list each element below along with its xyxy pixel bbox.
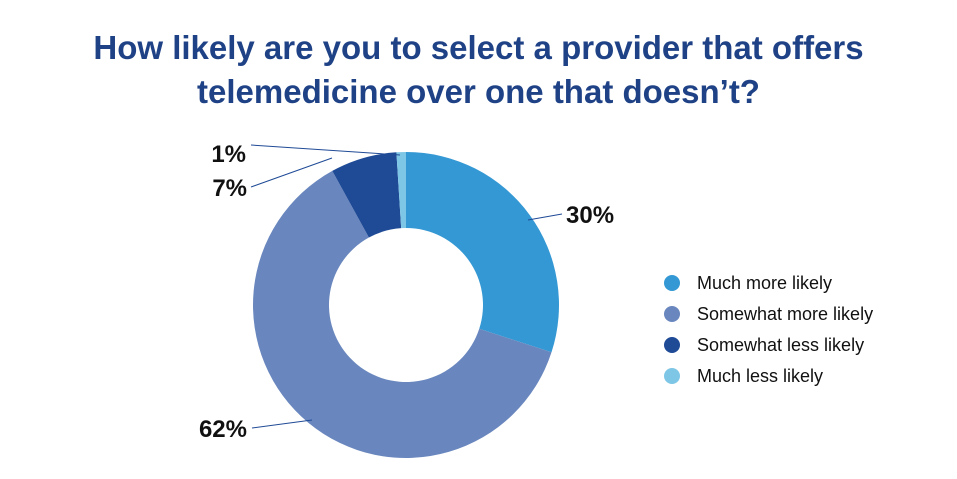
chart-title: How likely are you to select a provider … (0, 26, 957, 114)
title-line-1: How likely are you to select a provider … (93, 29, 864, 66)
leader-line (250, 157, 333, 188)
data-label: 62% (199, 416, 247, 443)
slice-much-more-likely (406, 151, 560, 353)
data-label: 7% (212, 175, 247, 202)
legend-label: Much more likely (697, 273, 832, 293)
slice-much-less-likely (396, 152, 406, 229)
legend-marker (664, 275, 680, 291)
leader-line (527, 213, 563, 221)
slice-somewhat-less-likely (332, 152, 402, 238)
data-label: 1% (211, 141, 246, 168)
title-line-2: telemedicine over one that doesn’t? (197, 73, 760, 110)
legend-marker (664, 368, 680, 384)
legend-label: Somewhat less likely (697, 335, 864, 355)
data-label: 30% (566, 202, 614, 229)
slice-somewhat-more-likely (253, 170, 552, 458)
legend-marker (664, 337, 680, 353)
leader-line (250, 144, 401, 156)
legend-marker (664, 306, 680, 322)
legend-label: Much less likely (697, 366, 823, 386)
legend-label: Somewhat more likely (697, 304, 873, 324)
leader-line (251, 419, 313, 429)
